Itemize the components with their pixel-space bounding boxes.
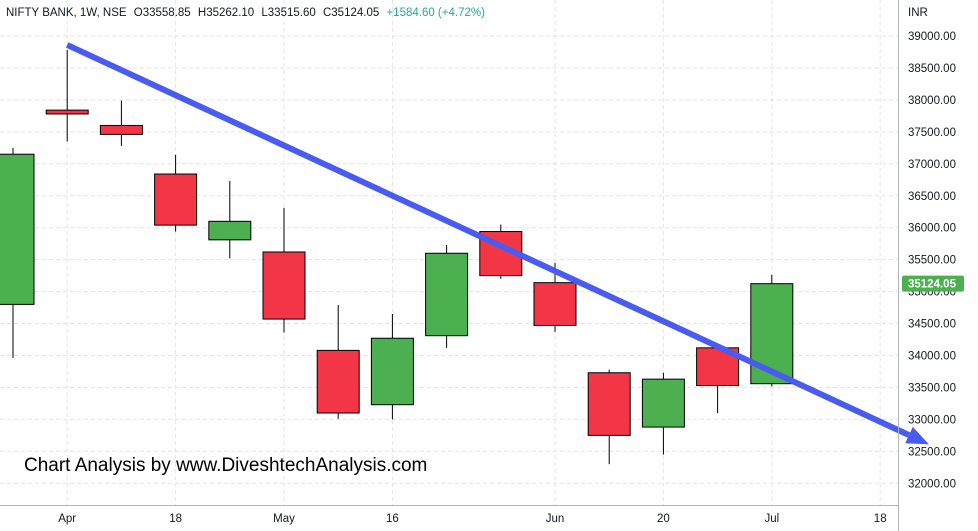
trendline[interactable]	[65, 42, 929, 445]
y-tick-label: 38000.00	[908, 95, 956, 107]
open-value: O33558.85	[133, 7, 191, 19]
candle	[587, 369, 631, 465]
candle	[370, 313, 414, 420]
close-value: C35124.05	[322, 7, 380, 19]
x-tick-label: May	[273, 513, 295, 525]
candles	[0, 50, 794, 465]
x-tick-label: 18	[874, 513, 887, 525]
candle	[533, 262, 577, 332]
y-tick-label: 36500.00	[908, 191, 956, 203]
candle	[316, 305, 360, 419]
candle-body-up	[425, 252, 469, 337]
watermark-text: Chart Analysis by www.DiveshtechAnalysis…	[24, 455, 428, 476]
candle-body-down	[533, 282, 577, 326]
x-tick-label: 18	[169, 513, 182, 525]
y-tick-label: 37000.00	[908, 159, 956, 171]
y-tick-label: 39000.00	[908, 31, 956, 43]
candle-body-up	[370, 337, 414, 406]
candle	[154, 154, 198, 232]
currency-label: INR	[908, 7, 928, 19]
y-tick-label: 36000.00	[908, 223, 956, 235]
change-value: +1584.60 (+4.72%)	[386, 7, 485, 19]
y-tick-label: 33500.00	[908, 382, 956, 394]
candle-body-down	[316, 349, 360, 414]
candle	[45, 50, 89, 142]
candle-body-up	[641, 378, 685, 428]
x-tick-label: Jul	[764, 513, 779, 525]
trendline-arrowhead	[905, 426, 929, 445]
y-tick-label: 34500.00	[908, 319, 956, 331]
high-value: H35262.10	[197, 7, 255, 19]
last-price-tag	[902, 275, 964, 292]
candle	[208, 181, 252, 259]
candle-body-down	[587, 372, 631, 436]
candle-body-down	[154, 173, 198, 226]
y-tick-label: 35500.00	[908, 255, 956, 267]
last-price-label: 35124.05	[908, 279, 957, 291]
x-tick-label: 16	[386, 513, 399, 525]
y-tick-label: 33000.00	[908, 414, 956, 426]
chart-header: NIFTY BANK, 1W, NSE O33558.85 H35262.10 …	[6, 7, 489, 19]
symbol-label: NIFTY BANK, 1W, NSE	[6, 7, 127, 19]
candle	[425, 244, 469, 348]
candle-body-up	[0, 153, 35, 305]
candle-body-down	[262, 251, 306, 320]
y-tick-label: 38500.00	[908, 63, 956, 75]
y-tick-label: 34000.00	[908, 351, 956, 363]
trendline-line	[65, 42, 911, 438]
candle-body-down	[45, 109, 89, 115]
candle-body-up	[208, 220, 252, 241]
candle-body-down	[99, 124, 143, 135]
y-tick-label: 37500.00	[908, 127, 956, 139]
candle	[99, 100, 143, 146]
candle	[641, 372, 685, 455]
x-tick-label: Jun	[546, 513, 565, 525]
x-tick-label: 20	[657, 513, 670, 525]
x-tick-label: Apr	[58, 513, 76, 525]
candle	[262, 207, 306, 333]
y-tick-label: 32000.00	[908, 478, 956, 490]
y-tick-label: 32500.00	[908, 446, 956, 458]
candle	[0, 147, 35, 359]
low-value: L33515.60	[261, 7, 316, 19]
